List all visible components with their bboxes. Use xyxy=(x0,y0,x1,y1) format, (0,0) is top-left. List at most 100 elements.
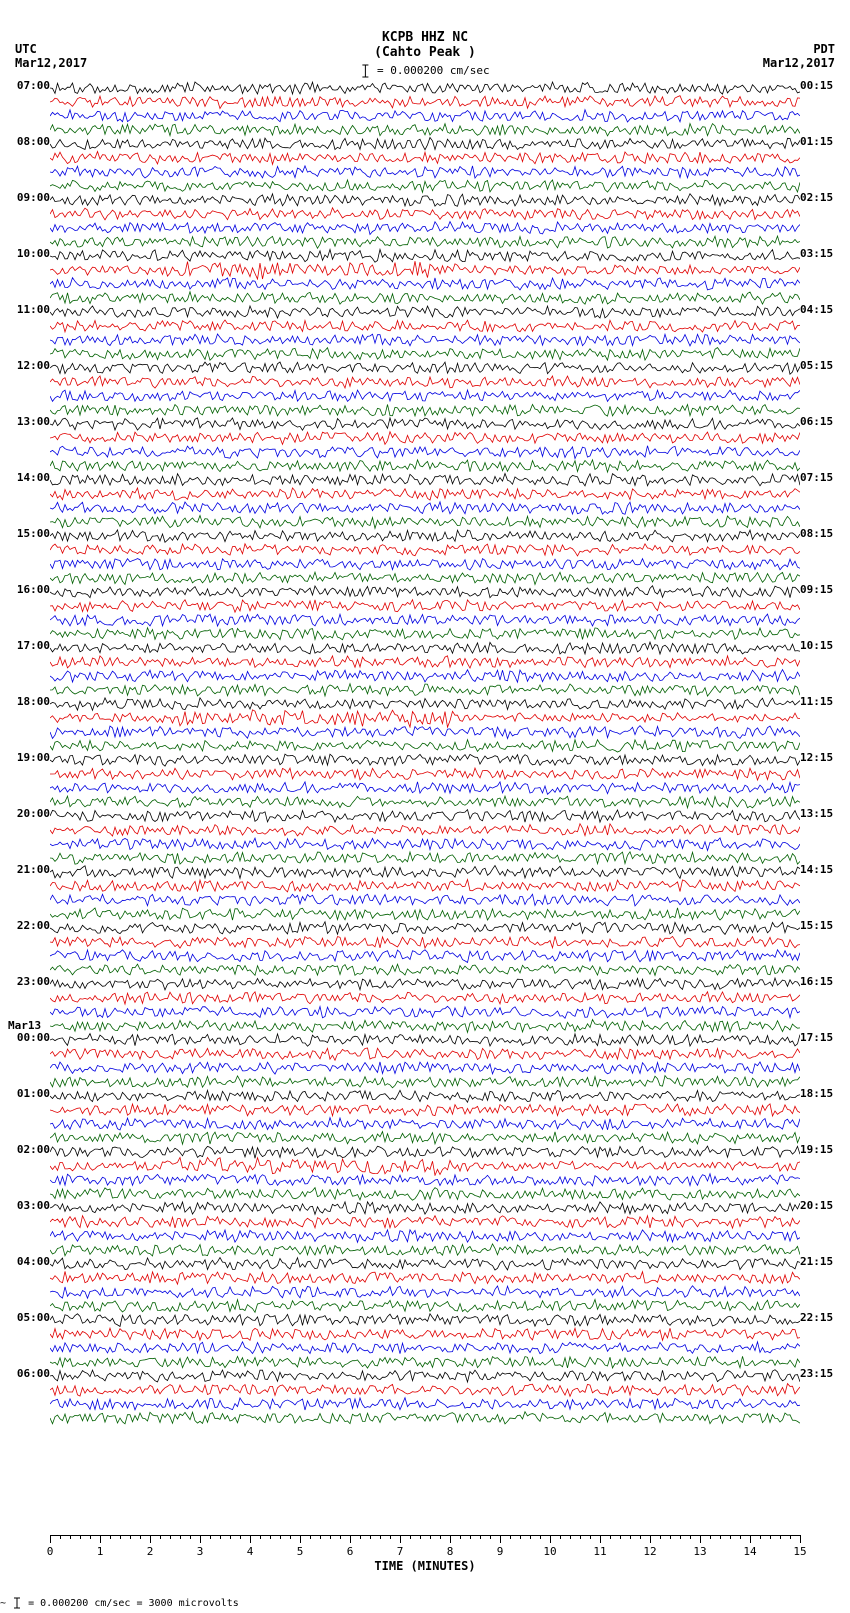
right-hour-label: 01:15 xyxy=(800,135,833,148)
left-hour-label: 02:00 xyxy=(17,1143,50,1156)
right-hour-label: 11:15 xyxy=(800,695,833,708)
left-hour-label: 19:00 xyxy=(17,751,50,764)
right-hour-label: 03:15 xyxy=(800,247,833,260)
x-tick-major xyxy=(800,1535,801,1543)
x-tick-minor xyxy=(280,1535,281,1539)
x-tick-minor xyxy=(330,1535,331,1539)
right-tz: PDT xyxy=(813,42,835,56)
x-tick-minor xyxy=(590,1535,591,1539)
x-tick-label: 7 xyxy=(397,1545,404,1558)
x-tick-major xyxy=(400,1535,401,1543)
x-tick-major xyxy=(700,1535,701,1543)
x-tick-minor xyxy=(170,1535,171,1539)
x-tick-minor xyxy=(270,1535,271,1539)
x-tick-minor xyxy=(210,1535,211,1539)
x-tick-major xyxy=(250,1535,251,1543)
header-right: PDT Mar12,2017 xyxy=(763,42,835,70)
plot-area xyxy=(50,85,800,1535)
right-hour-label: 23:15 xyxy=(800,1367,833,1380)
x-tick-minor xyxy=(120,1535,121,1539)
x-tick-label: 1 xyxy=(97,1545,104,1558)
right-hour-label: 13:15 xyxy=(800,807,833,820)
x-tick-minor xyxy=(540,1535,541,1539)
x-tick-label: 12 xyxy=(643,1545,656,1558)
trace-row xyxy=(50,1408,800,1428)
x-tick-minor xyxy=(310,1535,311,1539)
station-code: KCPB HHZ NC xyxy=(382,30,468,45)
x-tick-minor xyxy=(630,1535,631,1539)
left-hour-label: 09:00 xyxy=(17,191,50,204)
x-tick-major xyxy=(150,1535,151,1543)
left-date-break: Mar13 xyxy=(8,1019,41,1032)
right-hour-label: 02:15 xyxy=(800,191,833,204)
left-hour-label: 04:00 xyxy=(17,1255,50,1268)
x-tick-minor xyxy=(760,1535,761,1539)
x-tick-minor xyxy=(660,1535,661,1539)
x-tick-minor xyxy=(480,1535,481,1539)
x-tick-minor xyxy=(770,1535,771,1539)
right-hour-label: 22:15 xyxy=(800,1311,833,1324)
footer-prefix: ~ xyxy=(0,1598,6,1609)
x-tick-minor xyxy=(430,1535,431,1539)
footer: ~ = 0.000200 cm/sec = 3000 microvolts xyxy=(0,1597,239,1609)
x-axis: TIME (MINUTES) 0123456789101112131415 xyxy=(50,1535,800,1585)
x-tick-major xyxy=(750,1535,751,1543)
x-tick-minor xyxy=(410,1535,411,1539)
left-hour-label: 00:00 xyxy=(17,1031,50,1044)
x-tick-minor xyxy=(610,1535,611,1539)
x-tick-label: 4 xyxy=(247,1545,254,1558)
right-hour-label: 19:15 xyxy=(800,1143,833,1156)
x-tick-major xyxy=(350,1535,351,1543)
x-tick-minor xyxy=(60,1535,61,1539)
x-tick-major xyxy=(650,1535,651,1543)
x-tick-minor xyxy=(680,1535,681,1539)
left-hour-label: 15:00 xyxy=(17,527,50,540)
x-tick-label: 0 xyxy=(47,1545,54,1558)
x-tick-minor xyxy=(580,1535,581,1539)
x-tick-minor xyxy=(370,1535,371,1539)
x-tick-minor xyxy=(110,1535,111,1539)
x-tick-label: 10 xyxy=(543,1545,556,1558)
x-tick-major xyxy=(100,1535,101,1543)
x-tick-minor xyxy=(260,1535,261,1539)
left-hour-label: 01:00 xyxy=(17,1087,50,1100)
x-tick-minor xyxy=(510,1535,511,1539)
left-hour-label: 08:00 xyxy=(17,135,50,148)
right-hour-label: 06:15 xyxy=(800,415,833,428)
x-tick-minor xyxy=(470,1535,471,1539)
x-tick-minor xyxy=(710,1535,711,1539)
x-tick-minor xyxy=(520,1535,521,1539)
x-tick-label: 14 xyxy=(743,1545,756,1558)
x-tick-minor xyxy=(240,1535,241,1539)
x-tick-minor xyxy=(690,1535,691,1539)
x-tick-label: 9 xyxy=(497,1545,504,1558)
right-hour-label: 18:15 xyxy=(800,1087,833,1100)
left-hour-label: 11:00 xyxy=(17,303,50,316)
x-tick-label: 5 xyxy=(297,1545,304,1558)
left-date: Mar12,2017 xyxy=(15,56,87,70)
x-tick-minor xyxy=(160,1535,161,1539)
right-hour-label: 20:15 xyxy=(800,1199,833,1212)
left-tz: UTC xyxy=(15,42,37,56)
x-tick-minor xyxy=(130,1535,131,1539)
x-tick-minor xyxy=(220,1535,221,1539)
x-tick-minor xyxy=(490,1535,491,1539)
x-tick-minor xyxy=(530,1535,531,1539)
x-tick-minor xyxy=(420,1535,421,1539)
x-tick-minor xyxy=(640,1535,641,1539)
right-hour-label: 07:15 xyxy=(800,471,833,484)
left-hour-label: 17:00 xyxy=(17,639,50,652)
x-tick-minor xyxy=(790,1535,791,1539)
x-tick-major xyxy=(550,1535,551,1543)
x-tick-minor xyxy=(360,1535,361,1539)
left-hour-label: 18:00 xyxy=(17,695,50,708)
x-tick-major xyxy=(300,1535,301,1543)
left-hour-label: 07:00 xyxy=(17,79,50,92)
x-tick-minor xyxy=(740,1535,741,1539)
left-hour-label: 05:00 xyxy=(17,1311,50,1324)
left-hour-label: 21:00 xyxy=(17,863,50,876)
x-tick-major xyxy=(200,1535,201,1543)
left-hour-label: 23:00 xyxy=(17,975,50,988)
x-tick-label: 3 xyxy=(197,1545,204,1558)
right-hour-label: 05:15 xyxy=(800,359,833,372)
